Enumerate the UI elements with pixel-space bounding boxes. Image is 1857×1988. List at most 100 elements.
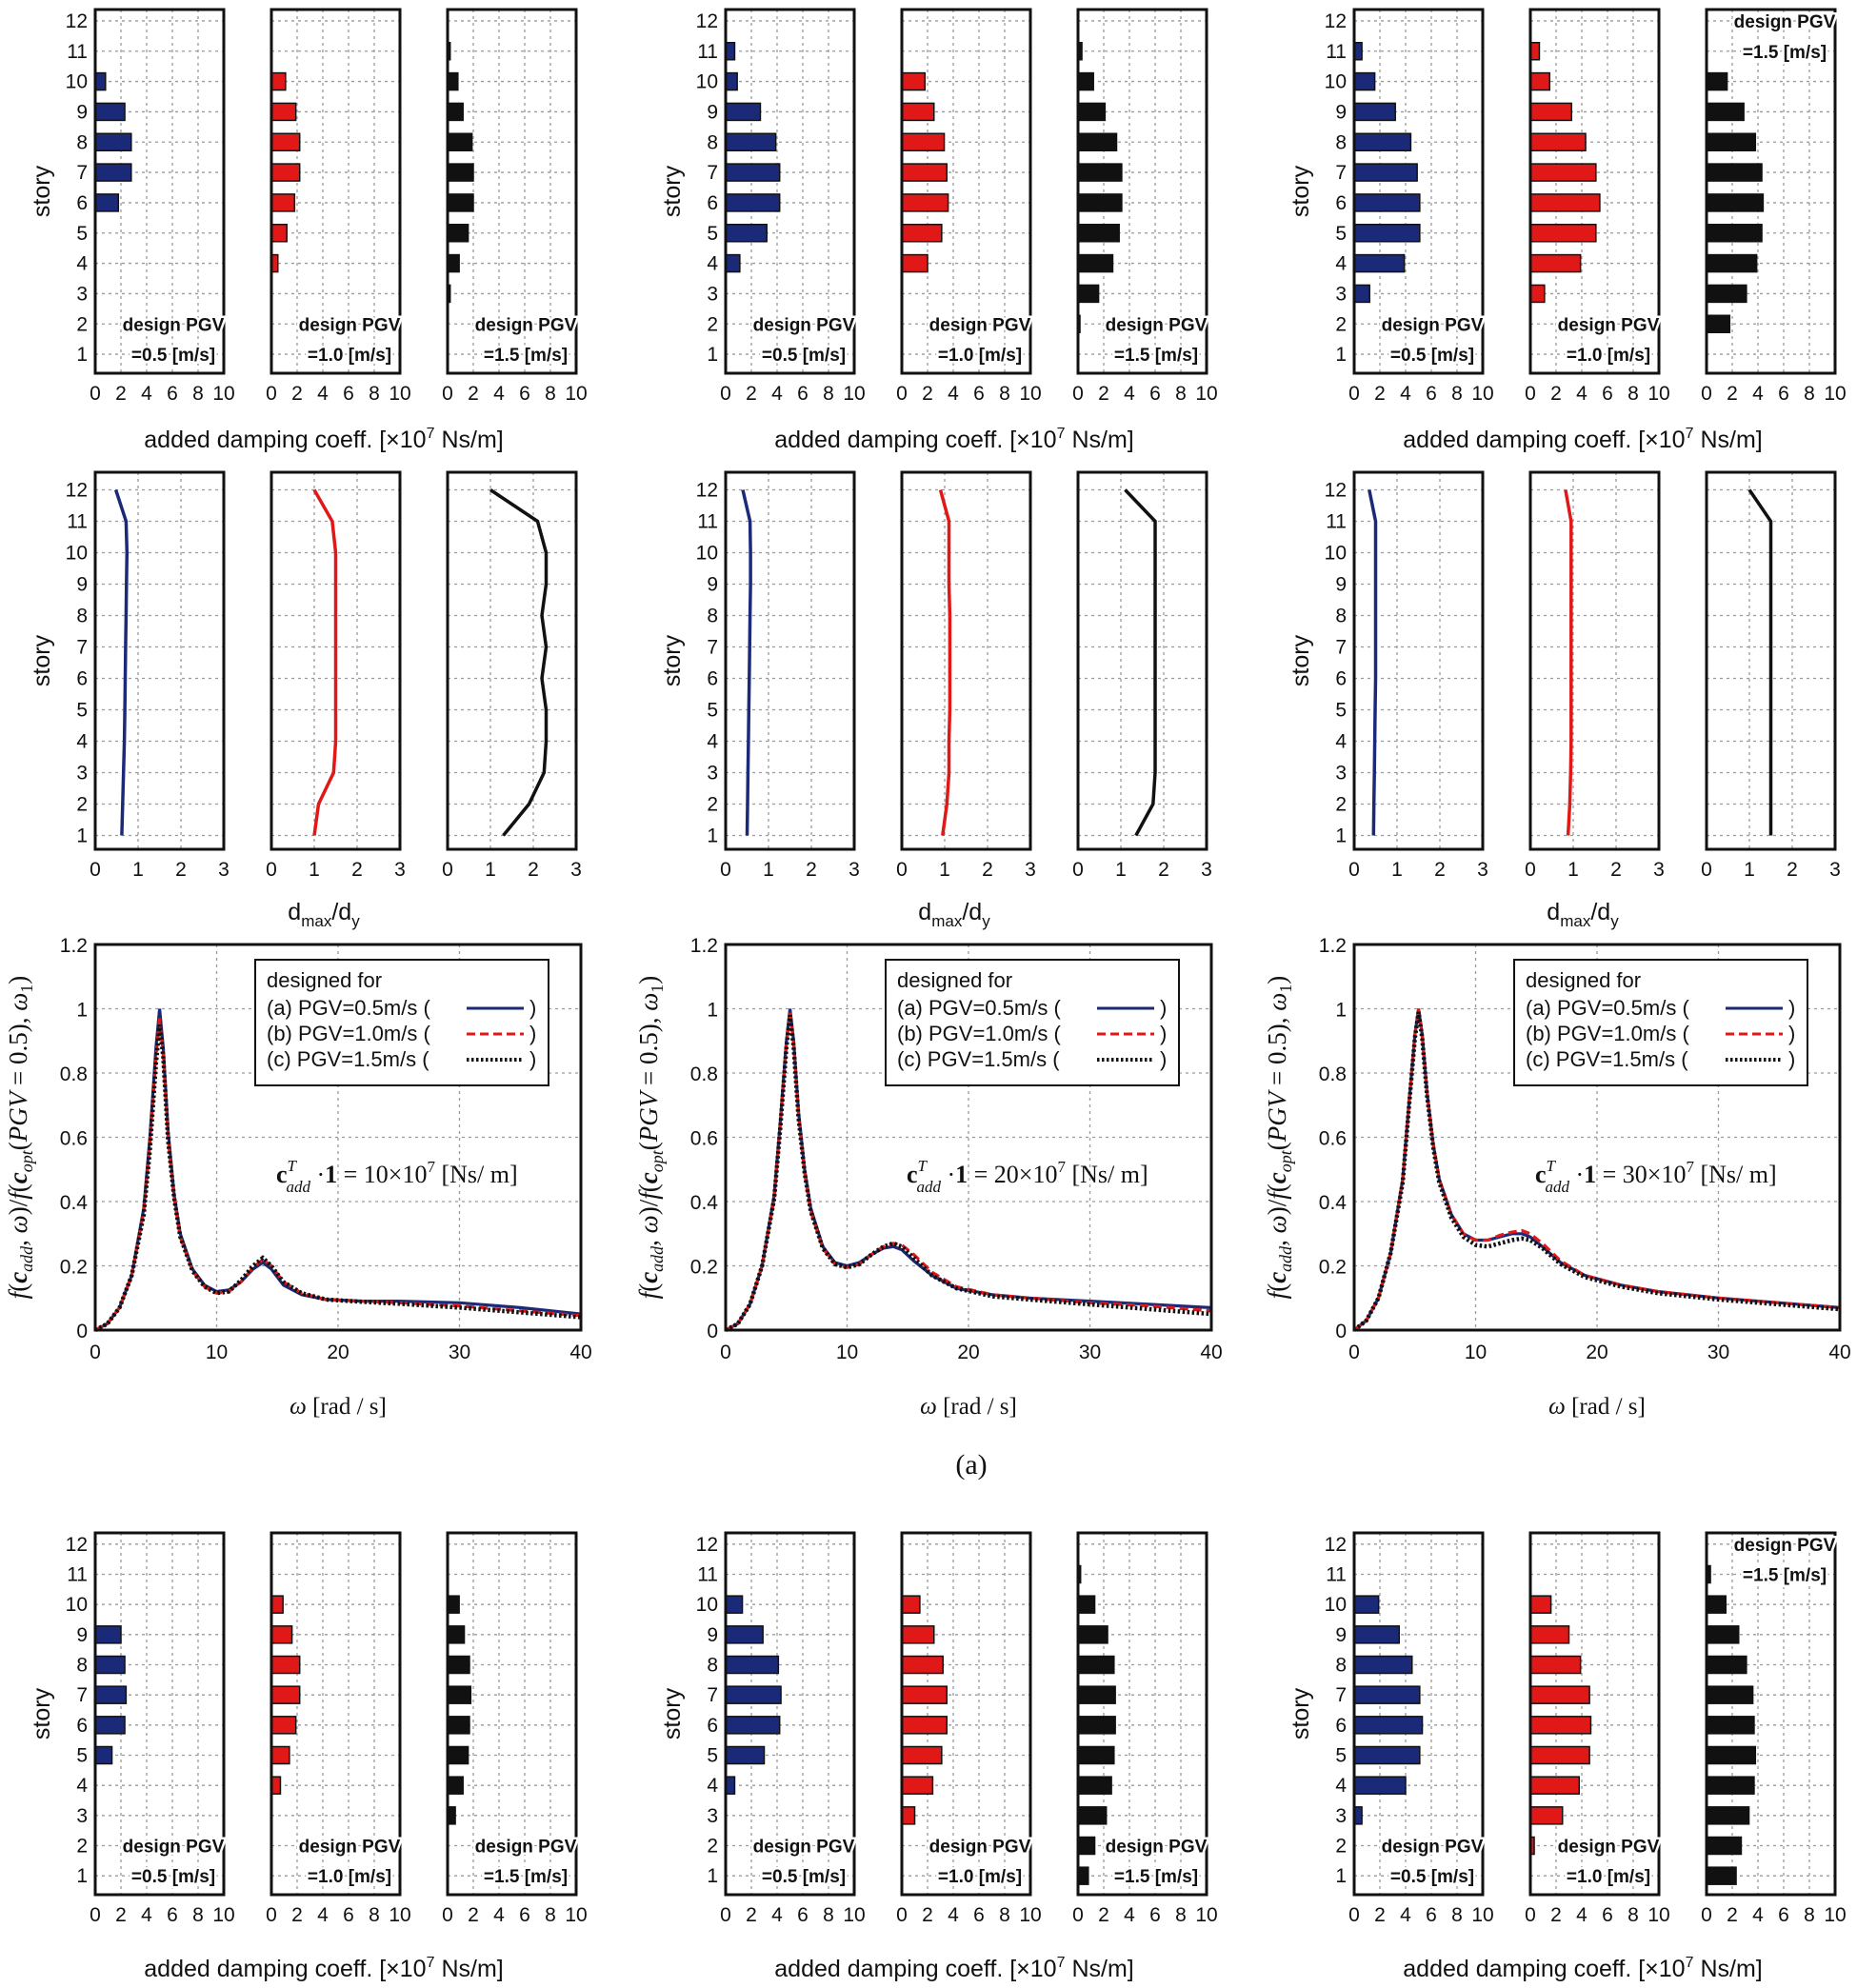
design-pgv-value: =1.5 [m/s] <box>1114 346 1198 366</box>
bar-panel: design PGV =0.5 [m/s] <box>93 8 227 375</box>
x-tick-label: 10 <box>1471 1904 1493 1926</box>
damping-bar <box>725 71 738 91</box>
damping-bar <box>1706 1776 1755 1795</box>
story-tick-label: 1 <box>76 825 88 847</box>
damping-bar <box>725 1595 744 1614</box>
panel-frame <box>1352 470 1485 851</box>
x-tick-label: 4 <box>1124 1904 1135 1926</box>
damping-bar <box>1077 1776 1112 1795</box>
drift-x-label: dmax/dy <box>918 899 990 930</box>
panel-frame <box>93 8 226 375</box>
story-tick-label: 1 <box>707 344 718 366</box>
drift-panel <box>446 470 578 851</box>
design-pgv-value: =1.5 [m/s] <box>484 1867 568 1887</box>
story-tick-label: 10 <box>696 543 718 565</box>
drift-line <box>741 489 752 836</box>
y-tick-label: 1 <box>1335 1000 1347 1022</box>
damping-bar <box>447 1745 469 1765</box>
bar-panel: design PGV =1.5 [m/s] <box>1076 8 1209 375</box>
x-tick-label: 2 <box>922 1904 933 1926</box>
x-tick-label: 6 <box>1149 383 1161 405</box>
damping-bar <box>1077 193 1123 212</box>
story-tick-label: 4 <box>76 253 88 275</box>
y-tick-label: 0.4 <box>690 1192 719 1214</box>
x-tick-label: 6 <box>1778 1904 1789 1926</box>
story-tick-label: 12 <box>66 10 88 32</box>
x-tick-label: 20 <box>327 1342 349 1363</box>
damping-bar <box>94 1625 122 1644</box>
damping-bar <box>447 102 464 122</box>
design-pgv-value: =0.5 [m/s] <box>1390 346 1474 366</box>
bar-panel: design PGV =0.5 [m/s] <box>724 8 857 375</box>
design-pgv-value: =0.5 [m/s] <box>762 1867 846 1887</box>
x-tick-label: 0 <box>266 1904 277 1926</box>
bar-panel: design PGV =1.0 [m/s] <box>270 8 403 375</box>
story-tick-label: 11 <box>1326 1564 1347 1586</box>
x-tick-label: 2 <box>528 859 539 881</box>
drift-line <box>489 488 549 837</box>
legend-entry: (c) PGV=1.5m/s ( <box>1526 1047 1688 1071</box>
x-tick-label: 8 <box>1627 1904 1639 1926</box>
damping-bar <box>1529 1716 1592 1735</box>
panel-frame <box>1076 8 1208 375</box>
x-tick-label: 8 <box>545 383 556 405</box>
story-tick-label: 6 <box>1335 668 1347 690</box>
panel-frame <box>1352 1531 1485 1897</box>
story-tick-label: 5 <box>707 700 718 722</box>
legend-paren: ) <box>1160 1047 1167 1071</box>
damping-bar <box>1077 1685 1116 1704</box>
story-tick-label: 3 <box>76 1805 88 1827</box>
story-tick-label: 7 <box>707 162 718 184</box>
x-tick-label: 10 <box>836 1342 858 1363</box>
damping-bar <box>1353 1716 1424 1735</box>
damping-bar <box>270 102 297 122</box>
damping-bar <box>1353 1745 1421 1765</box>
x-tick-label: 2 <box>291 383 303 405</box>
design-pgv-value: =1.0 [m/s] <box>938 1867 1022 1887</box>
x-tick-label: 2 <box>115 1904 127 1926</box>
x-tick-label: 6 <box>519 383 530 405</box>
story-tick-label: 2 <box>1335 1836 1347 1858</box>
x-tick-label: 8 <box>823 1904 834 1926</box>
x-tick-label: 8 <box>1451 1904 1463 1926</box>
damping-bar <box>1529 132 1587 151</box>
x-tick-label: 4 <box>317 1904 329 1926</box>
x-tick-label: 6 <box>343 1904 354 1926</box>
design-pgv-value: =0.5 [m/s] <box>1390 1867 1474 1887</box>
story-tick-label: 6 <box>707 192 718 214</box>
x-tick-label: 1 <box>1567 859 1579 881</box>
damping-bar <box>1529 1776 1581 1795</box>
story-axis-label: story <box>1288 1687 1314 1740</box>
damping-bar <box>270 1716 297 1735</box>
damping-bar <box>1077 1745 1115 1765</box>
x-tick-label: 0 <box>1525 859 1536 881</box>
story-tick-label: 5 <box>76 223 88 245</box>
omega-x-label: ω [rad / s] <box>920 1394 1017 1420</box>
x-tick-label: 2 <box>1098 383 1109 405</box>
damping-bar <box>1529 193 1601 212</box>
x-tick-label: 30 <box>1707 1342 1729 1363</box>
damping-bar <box>447 71 459 91</box>
damping-bar <box>1077 102 1107 122</box>
response-y-label: f(cadd, ω)/f(copt(PGV = 0.5), ω1) <box>1263 976 1295 1300</box>
damping-bar <box>94 1716 126 1735</box>
frequency-response-chart <box>1352 943 1842 1332</box>
story-tick-label: 8 <box>707 1655 718 1677</box>
x-tick-label: 40 <box>1200 1342 1222 1363</box>
damping-bar <box>1706 284 1747 304</box>
legend: designed for (a) PGV=0.5m/s () (b) PGV=1.0… <box>254 959 549 1086</box>
panel-frame <box>270 1531 402 1897</box>
design-pgv-label: design PGV <box>299 315 401 335</box>
story-tick-label: 5 <box>707 223 718 245</box>
panel-frame <box>446 8 578 375</box>
plot-frame <box>93 943 583 1332</box>
design-pgv-label: design PGV <box>1734 1536 1836 1556</box>
x-tick-label: 2 <box>1787 859 1798 881</box>
x-tick-label: 0 <box>1348 1342 1360 1363</box>
x-tick-label: 8 <box>1175 383 1187 405</box>
x-tick-label: 1 <box>485 859 496 881</box>
x-tick-label: 8 <box>545 1904 556 1926</box>
story-tick-label: 1 <box>1335 825 1347 847</box>
x-tick-label: 3 <box>1025 859 1036 881</box>
y-tick-label: 0.4 <box>1319 1192 1348 1214</box>
